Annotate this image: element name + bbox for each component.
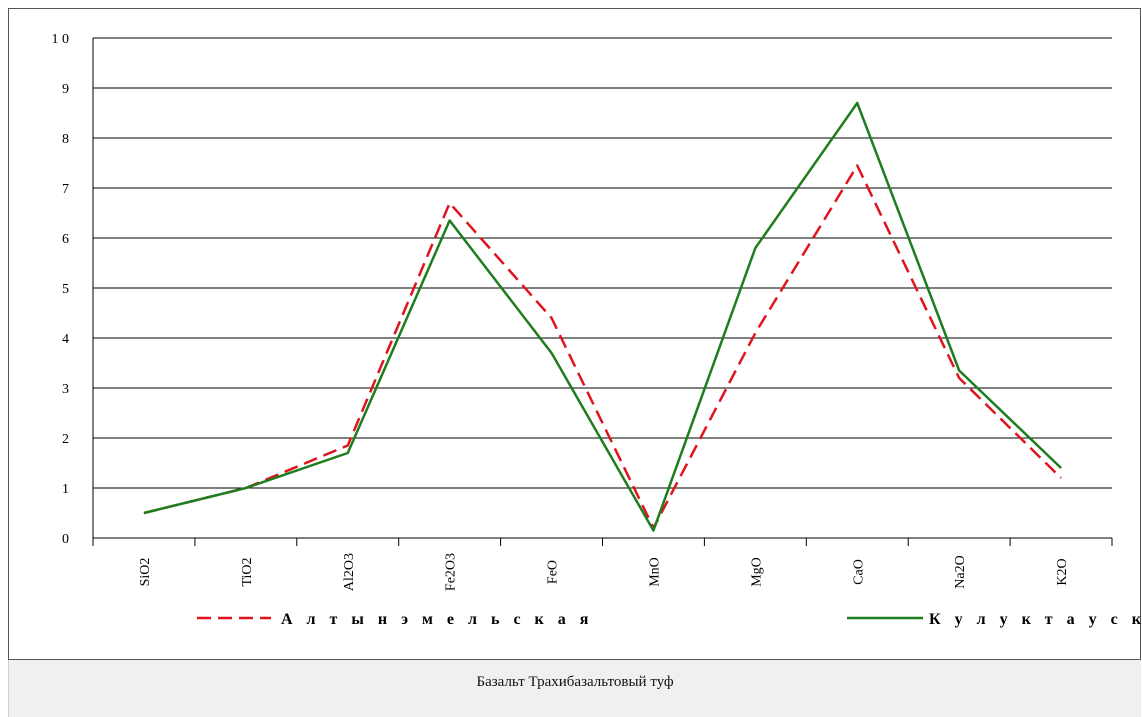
y-tick-label: 0 xyxy=(62,532,69,547)
y-tick-label: 9 xyxy=(62,82,69,97)
caption-bar: Базальт Трахибазальтовый туф xyxy=(8,660,1141,717)
x-axis-ticks: SiO2 TiO2 Al2O3 Fe2O3 FeO MnO MgO CaO Na2O K2O xyxy=(138,553,1070,591)
series-line-0 xyxy=(143,164,1062,530)
x-tick-label-tio2: TiO2 xyxy=(240,557,255,586)
grid-lines xyxy=(92,37,1113,546)
y-tick-label: 7 xyxy=(62,182,69,197)
x-tick-label-fe2o3: Fe2O3 xyxy=(444,553,459,591)
y-tick-label: 1 0 xyxy=(52,32,70,47)
legend-label-0: А л т ы н э м е л ь с к а я xyxy=(281,611,593,628)
y-tick-label: 3 xyxy=(62,382,69,397)
caption-text: Базальт Трахибазальтовый туф xyxy=(476,674,674,690)
line-chart: 0 1 2 3 4 5 6 7 8 9 1 0 SiO2 TiO2 Al2O3 Fe2O3 FeO MnO Mg… xyxy=(52,32,1142,628)
y-tick-label: 8 xyxy=(62,132,69,147)
x-tick-label-feo: FeO xyxy=(546,560,561,584)
x-tick-label-na2o: Na2O xyxy=(953,555,968,588)
x-tick-label-k2o: K2O xyxy=(1055,558,1070,585)
series-lines xyxy=(143,101,1062,532)
chart-frame: 0 1 2 3 4 5 6 7 8 9 1 0 SiO2 TiO2 Al2O3 Fe2O3 FeO MnO Mg… xyxy=(8,8,1142,660)
y-tick-label: 4 xyxy=(62,332,69,347)
x-tick-label-cao: CaO xyxy=(851,559,866,585)
y-tick-label: 2 xyxy=(62,432,69,447)
x-tick-label-mgo: MgO xyxy=(749,557,764,587)
x-tick-label-al2o3: Al2O3 xyxy=(342,553,357,591)
y-tick-label: 1 xyxy=(62,482,69,497)
x-tick-label-mno: MnO xyxy=(647,557,662,587)
y-tick-label: 6 xyxy=(62,232,69,247)
series-line-1 xyxy=(143,101,1062,532)
legend-label-1: К у л у к т а у с к а я xyxy=(929,611,1142,628)
y-axis-ticks: 0 1 2 3 4 5 6 7 8 9 1 0 xyxy=(52,32,70,547)
x-tick-label-sio2: SiO2 xyxy=(138,558,153,587)
y-tick-label: 5 xyxy=(62,282,69,297)
